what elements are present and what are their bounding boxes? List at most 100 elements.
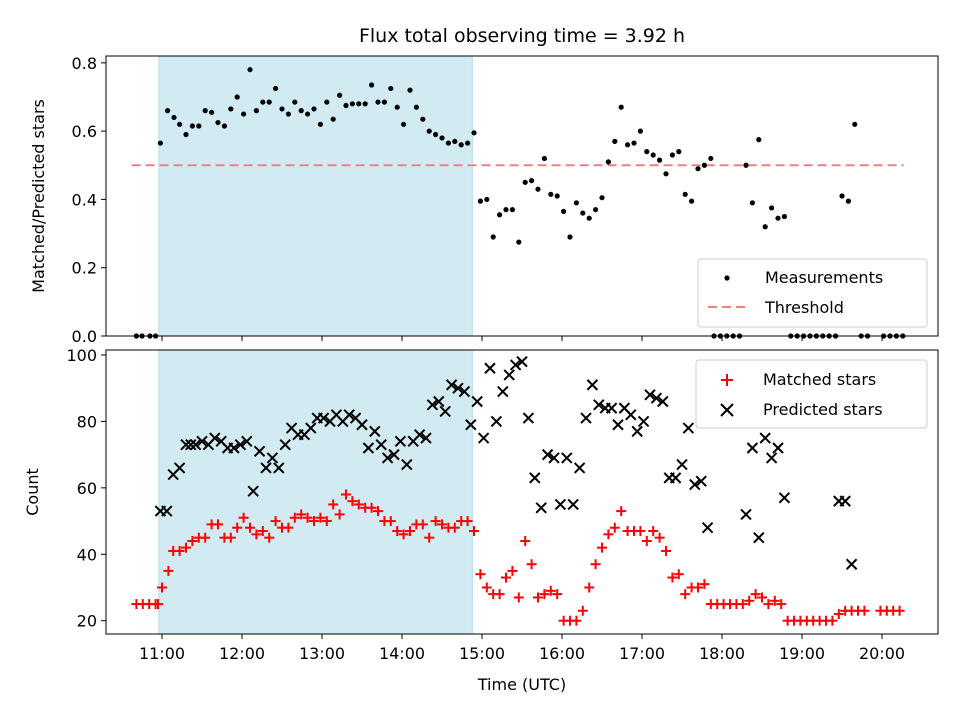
measurement-point: [330, 116, 336, 122]
matched-star-point: [648, 526, 659, 537]
measurement-point: [689, 198, 695, 204]
measurement-point: [599, 195, 605, 201]
measurement-point: [535, 186, 541, 192]
predicted-star-point: [420, 432, 432, 444]
measurement-point: [593, 207, 599, 213]
matched-star-point: [526, 559, 537, 570]
predicted-star-point: [433, 395, 445, 408]
predicted-star-point: [625, 409, 637, 421]
predicted-star-point: [689, 478, 701, 491]
measurement-point: [356, 101, 362, 107]
measurement-point: [516, 239, 522, 245]
y-tick-label: 0.0: [72, 327, 97, 346]
predicted-star-point: [465, 419, 477, 431]
measurement-point: [279, 106, 285, 112]
predicted-star-point: [669, 472, 682, 484]
measurement-point: [644, 149, 650, 155]
y-tick-label: 0.2: [72, 259, 97, 278]
measurement-point: [676, 149, 682, 155]
top-shaded-region: [158, 55, 473, 337]
x-tick-label: 20:00: [859, 644, 905, 663]
matched-star-point: [437, 519, 447, 530]
x-tick-label: 19:00: [779, 644, 825, 663]
matched-star-point: [264, 532, 275, 543]
matched-star-point: [673, 569, 684, 580]
matched-star-point: [462, 516, 473, 527]
predicted-star-point: [388, 448, 400, 461]
predicted-star-point: [580, 412, 592, 424]
measurement-point: [465, 140, 471, 146]
predicted-star-point: [541, 448, 554, 461]
matched-star-point: [289, 512, 300, 523]
matched-star-point: [232, 522, 243, 533]
bottom-panel: 20 40 60 80 100 11:00 12:00 13:00 14:00 15:00 16:…: [23, 346, 939, 694]
matched-star-point: [635, 526, 646, 537]
matched-star-point: [187, 535, 198, 546]
bottom-series-matched: [131, 489, 905, 626]
measurement-point: [522, 179, 528, 185]
matched-star-point: [769, 595, 780, 606]
matched-star-point: [373, 506, 383, 517]
predicted-star-point: [279, 438, 291, 451]
y-tick-label: 100: [66, 346, 97, 365]
bottom-shaded-region: [158, 349, 473, 635]
matched-star-point: [763, 599, 774, 610]
matched-star-point: [552, 589, 563, 600]
measurement-point: [401, 121, 407, 127]
predicted-star-point: [381, 452, 394, 464]
measurement-point: [657, 157, 663, 163]
measurement-point: [769, 205, 775, 211]
measurement-point: [781, 213, 788, 220]
predicted-star-point: [701, 522, 714, 534]
top-panel: 0.00.20.40.60.8 Matched/Predicted stars …: [29, 54, 939, 346]
measurement-point: [196, 123, 202, 129]
predicted-star-point: [161, 505, 173, 517]
matched-star-point: [347, 496, 358, 507]
matched-star-point: [469, 526, 479, 537]
measurement-point: [165, 108, 171, 114]
matched-star-point: [392, 526, 403, 537]
measurement-point: [317, 121, 323, 127]
predicted-star-point: [522, 412, 535, 424]
x-tick-label: 13:00: [299, 644, 345, 663]
legend-matched-marker: [721, 374, 733, 386]
measurement-point: [298, 108, 304, 114]
matched-star-point: [163, 565, 174, 576]
matched-star-point: [507, 565, 518, 576]
matched-star-point: [153, 599, 163, 610]
measurement-point: [362, 101, 368, 107]
matched-star-point: [251, 529, 262, 540]
predicted-star-point: [561, 452, 573, 464]
measurement-point: [183, 131, 189, 138]
matched-star-point: [321, 516, 332, 527]
measurement-point: [490, 234, 496, 240]
predicted-star-point: [247, 485, 259, 497]
x-tick-label: 18:00: [699, 644, 745, 663]
matched-star-point: [353, 499, 364, 510]
matched-star-point: [859, 605, 870, 616]
measurement-point: [426, 128, 432, 134]
bottom-legend-box: [695, 359, 928, 429]
bottom-series-predicted: [154, 355, 858, 570]
predicted-star-point: [637, 415, 650, 428]
predicted-star-point: [516, 355, 528, 368]
measurement-point: [375, 99, 381, 105]
y-tick-label: 20: [77, 612, 97, 631]
predicted-star-point: [503, 369, 515, 381]
measurement-point: [413, 104, 419, 110]
matched-star-point: [609, 522, 620, 533]
predicted-star-point: [234, 438, 247, 451]
predicted-star-point: [426, 399, 439, 411]
predicted-star-point: [173, 462, 186, 474]
measurement-point: [292, 99, 298, 105]
measurement-point: [445, 140, 451, 146]
predicted-star-point: [644, 389, 656, 401]
legend-predicted-label: Predicted stars: [763, 400, 883, 419]
matched-star-point: [398, 529, 409, 540]
measurement-point: [743, 162, 749, 168]
matched-star-point: [584, 582, 595, 593]
matched-star-point: [270, 516, 281, 527]
predicted-star-point: [605, 402, 618, 414]
measurement-point: [845, 198, 852, 204]
x-tick-label: 15:00: [459, 644, 505, 663]
